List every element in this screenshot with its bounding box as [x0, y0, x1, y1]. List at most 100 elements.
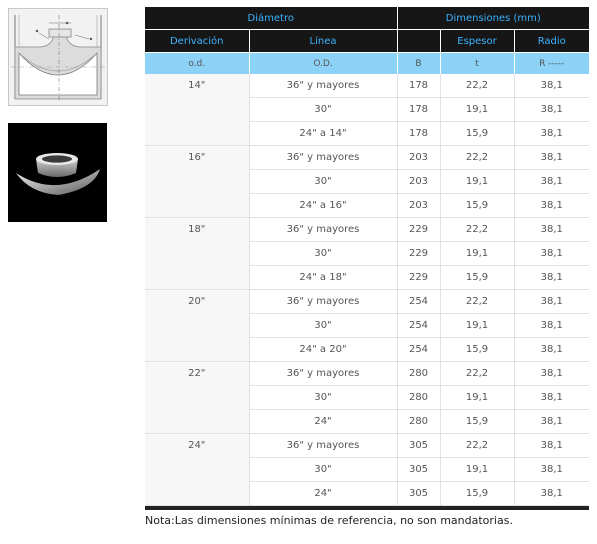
r-cell: 38,1	[513, 169, 589, 194]
header-derivacion: Derivación	[145, 29, 249, 53]
b-cell: 178	[396, 121, 440, 146]
t-cell: 19,1	[439, 241, 514, 266]
t-cell: 15,9	[439, 409, 514, 434]
footnote: Nota:Las dimensiones mínimas de referenc…	[145, 514, 513, 527]
linea-cell: 24"	[248, 409, 397, 434]
t-cell: 22,2	[439, 74, 514, 98]
t-cell: 15,9	[439, 337, 514, 362]
r-cell: 38,1	[513, 313, 589, 338]
subheader-od-lower: o.d.	[145, 52, 249, 74]
b-cell: 254	[396, 289, 440, 314]
table-row: 24" 36" y mayores 305 22,2 38,1	[145, 433, 589, 506]
linea-cell: 36" y mayores	[248, 289, 397, 314]
r-cell: 38,1	[513, 265, 589, 290]
table-row: 24" 305 15,9 38,1	[145, 481, 589, 506]
header-radio: Radio	[513, 29, 589, 53]
b-cell: 280	[396, 409, 440, 434]
header-espesor: Espesor	[439, 29, 514, 53]
r-cell: 38,1	[513, 481, 589, 506]
t-cell: 15,9	[439, 481, 514, 506]
table-row: 30" 178 19,1 38,1	[145, 97, 589, 122]
linea-cell: 30"	[248, 385, 397, 410]
linea-cell: 24" a 16"	[248, 193, 397, 218]
b-cell: 305	[396, 457, 440, 482]
linea-cell: 30"	[248, 313, 397, 338]
derivacion-cell: 14"	[145, 74, 249, 146]
subheader-t: t	[439, 52, 514, 74]
linea-cell: 36" y mayores	[248, 217, 397, 242]
b-cell: 229	[396, 265, 440, 290]
header-blank	[396, 29, 440, 53]
b-cell: 203	[396, 193, 440, 218]
table-row: 14" 36" y mayores 178 22,2 38,1	[145, 74, 589, 146]
t-cell: 22,2	[439, 145, 514, 170]
group-20: 20" 36" y mayores 254 22,2 38,1 30" 254 …	[145, 289, 589, 362]
r-cell: 38,1	[513, 361, 589, 386]
t-cell: 19,1	[439, 457, 514, 482]
table-row: 20" 36" y mayores 254 22,2 38,1	[145, 289, 589, 362]
r-cell: 38,1	[513, 217, 589, 242]
derivacion-cell: 22"	[145, 361, 249, 434]
linea-cell: 24" a 18"	[248, 265, 397, 290]
fitting-photo	[8, 123, 107, 222]
r-cell: 38,1	[513, 289, 589, 314]
linea-cell: 30"	[248, 97, 397, 122]
fitting-photo-svg	[8, 123, 107, 222]
t-cell: 19,1	[439, 385, 514, 410]
linea-cell: 24"	[248, 481, 397, 506]
table-row: 24" a 18" 229 15,9 38,1	[145, 265, 589, 290]
b-cell: 203	[396, 145, 440, 170]
fitting-diagram	[8, 8, 108, 106]
r-cell: 38,1	[513, 409, 589, 434]
subheader-r: R -----	[513, 52, 589, 74]
t-cell: 15,9	[439, 265, 514, 290]
header-diametro: Diámetro	[145, 7, 397, 30]
r-cell: 38,1	[513, 433, 589, 458]
header-linea: Línea	[248, 29, 397, 53]
r-cell: 38,1	[513, 457, 589, 482]
t-cell: 22,2	[439, 289, 514, 314]
r-cell: 38,1	[513, 193, 589, 218]
derivacion-cell: 16"	[145, 145, 249, 218]
t-cell: 15,9	[439, 193, 514, 218]
b-cell: 254	[396, 337, 440, 362]
subheader-od-upper: O.D.	[248, 52, 397, 74]
dimension-table: Diámetro Dimensiones (mm) Derivación Lín…	[145, 7, 589, 510]
linea-cell: 36" y mayores	[248, 145, 397, 170]
header-row-1: Diámetro Dimensiones (mm)	[145, 7, 589, 30]
group-24: 24" 36" y mayores 305 22,2 38,1 30" 305 …	[145, 433, 589, 506]
r-cell: 38,1	[513, 337, 589, 362]
r-cell: 38,1	[513, 241, 589, 266]
table-row: 24" a 20" 254 15,9 38,1	[145, 337, 589, 362]
b-cell: 229	[396, 241, 440, 266]
linea-cell: 36" y mayores	[248, 433, 397, 458]
group-16: 16" 36" y mayores 203 22,2 38,1 30" 203 …	[145, 145, 589, 218]
b-cell: 229	[396, 217, 440, 242]
b-cell: 178	[396, 97, 440, 122]
derivacion-cell: 18"	[145, 217, 249, 290]
header-row-3: o.d. O.D. B t R -----	[145, 52, 589, 74]
t-cell: 22,2	[439, 361, 514, 386]
table-row: 16" 36" y mayores 203 22,2 38,1	[145, 145, 589, 218]
table-footer-bar	[145, 505, 589, 510]
t-cell: 19,1	[439, 169, 514, 194]
b-cell: 178	[396, 74, 440, 98]
r-cell: 38,1	[513, 97, 589, 122]
b-cell: 280	[396, 385, 440, 410]
r-cell: 38,1	[513, 145, 589, 170]
table-row: 18" 36" y mayores 229 22,2 38,1	[145, 217, 589, 290]
t-cell: 22,2	[439, 433, 514, 458]
linea-cell: 30"	[248, 169, 397, 194]
linea-cell: 30"	[248, 241, 397, 266]
b-cell: 305	[396, 481, 440, 506]
table-row: 30" 229 19,1 38,1	[145, 241, 589, 266]
linea-cell: 36" y mayores	[248, 74, 397, 98]
b-cell: 305	[396, 433, 440, 458]
t-cell: 22,2	[439, 217, 514, 242]
header-row-2: Derivación Línea Espesor Radio	[145, 29, 589, 53]
table-footer-bar-cell	[145, 505, 589, 510]
b-cell: 203	[396, 169, 440, 194]
table-row: 24" 280 15,9 38,1	[145, 409, 589, 434]
subheader-b: B	[396, 52, 440, 74]
table-row: 30" 305 19,1 38,1	[145, 457, 589, 482]
